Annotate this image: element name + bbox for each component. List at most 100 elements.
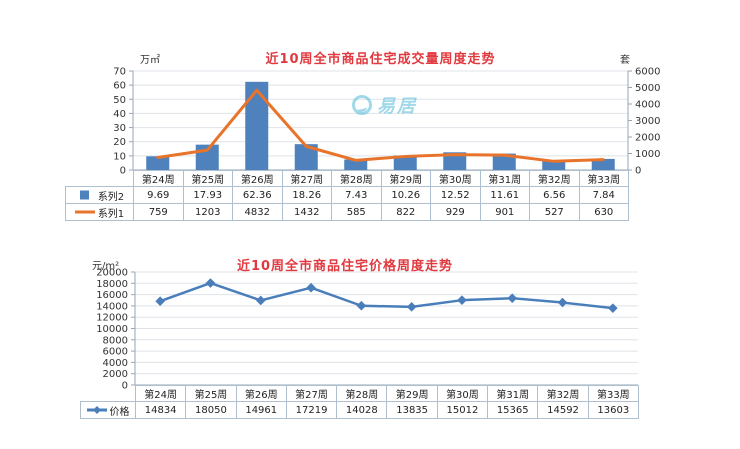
svg-text:6000: 6000 — [103, 347, 128, 358]
volume-bar — [146, 156, 170, 170]
series-legend-cell: 系列1 — [65, 203, 134, 221]
svg-text:70: 70 — [113, 67, 126, 78]
value-cell: 15012 — [436, 401, 489, 419]
value-cell: 11.61 — [479, 186, 530, 204]
value-cell: 527 — [529, 203, 580, 221]
price-marker-icon — [457, 295, 467, 305]
svg-text:1000: 1000 — [635, 149, 660, 160]
week-header-cell: 第29周 — [380, 170, 431, 187]
value-cell: 1203 — [182, 203, 233, 221]
price-marker-icon — [608, 303, 618, 313]
value-cell: 14961 — [235, 401, 287, 419]
week-header-cell: 第31周 — [487, 385, 539, 402]
value-cell: 13603 — [587, 401, 639, 419]
svg-text:8000: 8000 — [103, 335, 128, 346]
week-header-cell: 第27周 — [285, 385, 338, 402]
svg-text:2000: 2000 — [103, 369, 128, 380]
week-header-cell: 第32周 — [537, 385, 589, 402]
price-marker-icon — [557, 297, 568, 308]
volume-right-axis-unit-label: 套 — [620, 55, 630, 66]
value-cell: 901 — [479, 203, 530, 221]
price-marker-icon — [406, 302, 417, 312]
svg-text:18000: 18000 — [96, 279, 128, 290]
svg-text:20: 20 — [113, 137, 126, 148]
volume-bar — [443, 152, 467, 170]
svg-text:2000: 2000 — [635, 133, 660, 144]
week-header-cell: 第25周 — [182, 170, 233, 187]
value-cell: 929 — [430, 203, 481, 221]
value-cell: 13835 — [386, 401, 438, 419]
week-header-cell: 第24周 — [134, 385, 187, 402]
price-marker-icon — [205, 278, 216, 288]
value-cell: 7.43 — [331, 186, 382, 204]
volume-bar — [294, 144, 318, 170]
volume-bar — [591, 158, 615, 170]
svg-text:30: 30 — [113, 123, 126, 134]
svg-text:4000: 4000 — [103, 358, 128, 369]
value-cell: 585 — [331, 203, 382, 221]
value-cell: 14834 — [134, 401, 187, 419]
value-cell: 18.26 — [281, 186, 332, 204]
volume-bar — [393, 155, 417, 170]
svg-text:50: 50 — [113, 95, 126, 106]
price-line — [159, 281, 613, 310]
series-name-label: 价格 — [109, 406, 130, 418]
watermark-logo-icon — [352, 95, 372, 115]
svg-text:6000: 6000 — [635, 67, 660, 78]
watermark: 易居 — [352, 92, 417, 118]
volume-bar — [344, 159, 368, 170]
series-legend-cell: 系列2 — [65, 186, 134, 204]
svg-text:0: 0 — [122, 381, 128, 392]
week-header-cell: 第28周 — [336, 385, 388, 402]
deals-line — [156, 88, 605, 163]
line-swatch-icon — [86, 406, 107, 414]
table-corner-cell — [81, 386, 136, 402]
price-marker-icon — [155, 296, 165, 306]
watermark-text: 易居 — [377, 96, 417, 117]
value-cell: 7.84 — [578, 186, 629, 204]
svg-text:14000: 14000 — [96, 301, 128, 312]
value-cell: 14592 — [537, 401, 589, 419]
volume-chart-title: 近10周全市商品住宅成交量周度走势 — [265, 52, 496, 67]
volume-bar — [542, 160, 566, 170]
value-cell: 1432 — [281, 203, 332, 221]
value-cell: 822 — [380, 203, 431, 221]
value-cell: 15365 — [487, 401, 539, 419]
svg-text:10000: 10000 — [96, 324, 128, 335]
volume-data-table: 第24周 第25周 第26周 第27周 第28周 第29周 第30周 第31周 第32周 第33周… — [65, 170, 629, 221]
volume-bar — [492, 153, 516, 170]
svg-text:0: 0 — [120, 166, 126, 177]
svg-text:10: 10 — [113, 151, 126, 162]
week-header-cell: 第25周 — [185, 385, 237, 402]
week-header-cell: 第30周 — [430, 170, 481, 187]
value-cell: 10.26 — [380, 186, 431, 204]
svg-text:4000: 4000 — [635, 100, 660, 111]
bar-swatch-icon — [79, 190, 89, 200]
svg-text:60: 60 — [113, 81, 126, 92]
value-cell: 6.56 — [529, 186, 580, 204]
svg-text:12000: 12000 — [96, 313, 128, 324]
value-cell: 759 — [133, 203, 184, 221]
week-header-cell: 第31周 — [479, 170, 530, 187]
week-header-cell: 第29周 — [386, 385, 438, 402]
value-cell: 12.52 — [430, 186, 481, 204]
week-header-cell: 第26周 — [232, 170, 283, 187]
value-cell: 17219 — [285, 401, 338, 419]
value-cell: 62.36 — [232, 186, 283, 204]
week-header-cell: 第33周 — [587, 385, 639, 402]
week-header-cell: 第27周 — [281, 170, 332, 187]
week-header-cell: 第32周 — [529, 170, 580, 187]
value-cell: 9.69 — [133, 186, 184, 204]
value-cell: 18050 — [185, 401, 237, 419]
value-cell: 14028 — [336, 401, 388, 419]
price-data-table: 第24周 第25周 第26周 第27周 第28周 第29周 第30周 第31周 第32周 第33周… — [80, 385, 639, 419]
volume-bar — [245, 81, 269, 170]
price-axis-unit-label: 元/m² — [92, 261, 120, 272]
svg-text:40: 40 — [113, 109, 126, 120]
value-cell: 4832 — [232, 203, 283, 221]
series-legend-cell: 价格 — [80, 401, 136, 419]
week-header-cell: 第24周 — [133, 170, 184, 187]
table-corner-cell — [66, 171, 134, 187]
